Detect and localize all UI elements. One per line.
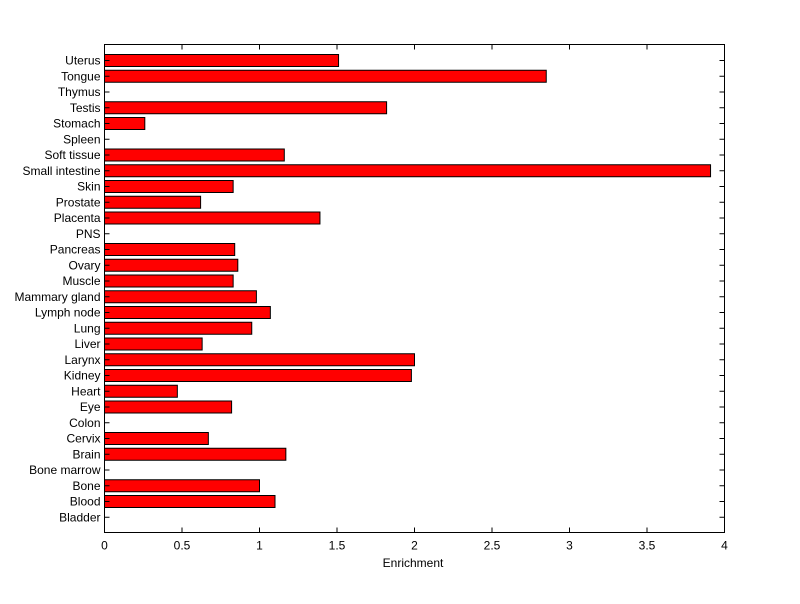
bar-cervix: [104, 432, 209, 445]
x-tick-label: 0: [101, 539, 108, 553]
bar-placenta: [104, 211, 321, 225]
bar-testis: [104, 101, 388, 115]
y-tick-label-kidney: Kidney: [64, 369, 101, 383]
y-tick-label-small-intestine: Small intestine: [22, 164, 100, 178]
bar-stomach: [104, 117, 146, 130]
y-tick-label-liver: Liver: [74, 337, 100, 351]
y-tick-label-spleen: Spleen: [63, 132, 100, 146]
bar-bone: [104, 479, 260, 493]
bar-prostate: [104, 195, 202, 209]
bar-soft-tissue: [104, 148, 285, 162]
y-tick-label-ovary: Ovary: [68, 258, 100, 272]
x-tick-label: 3: [566, 539, 573, 553]
bar-brain: [104, 447, 287, 461]
y-tick-label-colon: Colon: [69, 416, 100, 430]
x-tick-label: 0.5: [174, 539, 191, 553]
y-tick-label-blood: Blood: [70, 495, 101, 509]
x-tick-label: 4: [721, 539, 728, 553]
y-tick-label-eye: Eye: [80, 400, 101, 414]
y-tick-label-lymph-node: Lymph node: [35, 306, 101, 320]
bar-eye: [104, 400, 233, 414]
bar-small-intestine: [104, 164, 712, 178]
bar-ovary: [104, 258, 239, 272]
y-tick-label-pancreas: Pancreas: [50, 243, 101, 257]
y-tick-label-larynx: Larynx: [64, 353, 100, 367]
bars: [104, 54, 712, 508]
y-tick-label-mammary-gland: Mammary gland: [14, 290, 100, 304]
bar-blood: [104, 495, 276, 508]
x-tick-label: 1.5: [329, 539, 346, 553]
y-tick-label-testis: Testis: [70, 101, 101, 115]
y-tick-label-bone-marrow: Bone marrow: [29, 463, 101, 477]
x-axis-label: Enrichment: [383, 556, 444, 570]
x-tick-label: 2: [411, 539, 418, 553]
y-tick-label-thymus: Thymus: [58, 85, 101, 99]
bar-kidney: [104, 369, 412, 382]
bar-lymph-node: [104, 306, 271, 319]
bar-lung: [104, 321, 253, 335]
y-tick-label-bladder: Bladder: [59, 510, 100, 524]
x-tick-label: 3.5: [639, 539, 656, 553]
y-tick-label-tongue: Tongue: [61, 69, 101, 83]
y-tick-label-heart: Heart: [71, 384, 101, 398]
y-tick-label-cervix: Cervix: [66, 432, 100, 446]
ticks: [104, 44, 725, 533]
y-tick-label-pns: PNS: [76, 227, 101, 241]
y-tick-label-skin: Skin: [77, 180, 100, 194]
y-tick-label-muscle: Muscle: [62, 274, 100, 288]
x-tick-label: 1: [256, 539, 263, 553]
x-tick-label: 2.5: [484, 539, 501, 553]
bar-pancreas: [104, 243, 236, 256]
y-tick-label-brain: Brain: [72, 447, 100, 461]
bar-mammary-gland: [104, 290, 257, 304]
bar-uterus: [104, 54, 340, 67]
bar-skin: [104, 180, 234, 193]
y-tick-label-placenta: Placenta: [54, 211, 101, 225]
bar-liver: [104, 337, 203, 351]
y-tick-label-bone: Bone: [72, 479, 100, 493]
y-tick-label-uterus: Uterus: [65, 54, 100, 68]
bar-larynx: [104, 353, 415, 367]
bar-heart: [104, 384, 178, 398]
y-tick-label-prostate: Prostate: [56, 195, 101, 209]
y-tick-label-soft-tissue: Soft tissue: [44, 148, 100, 162]
y-tick-label-stomach: Stomach: [53, 117, 100, 131]
bar-muscle: [104, 274, 234, 288]
y-tick-label-lung: Lung: [74, 321, 101, 335]
bar-tongue: [104, 69, 547, 83]
